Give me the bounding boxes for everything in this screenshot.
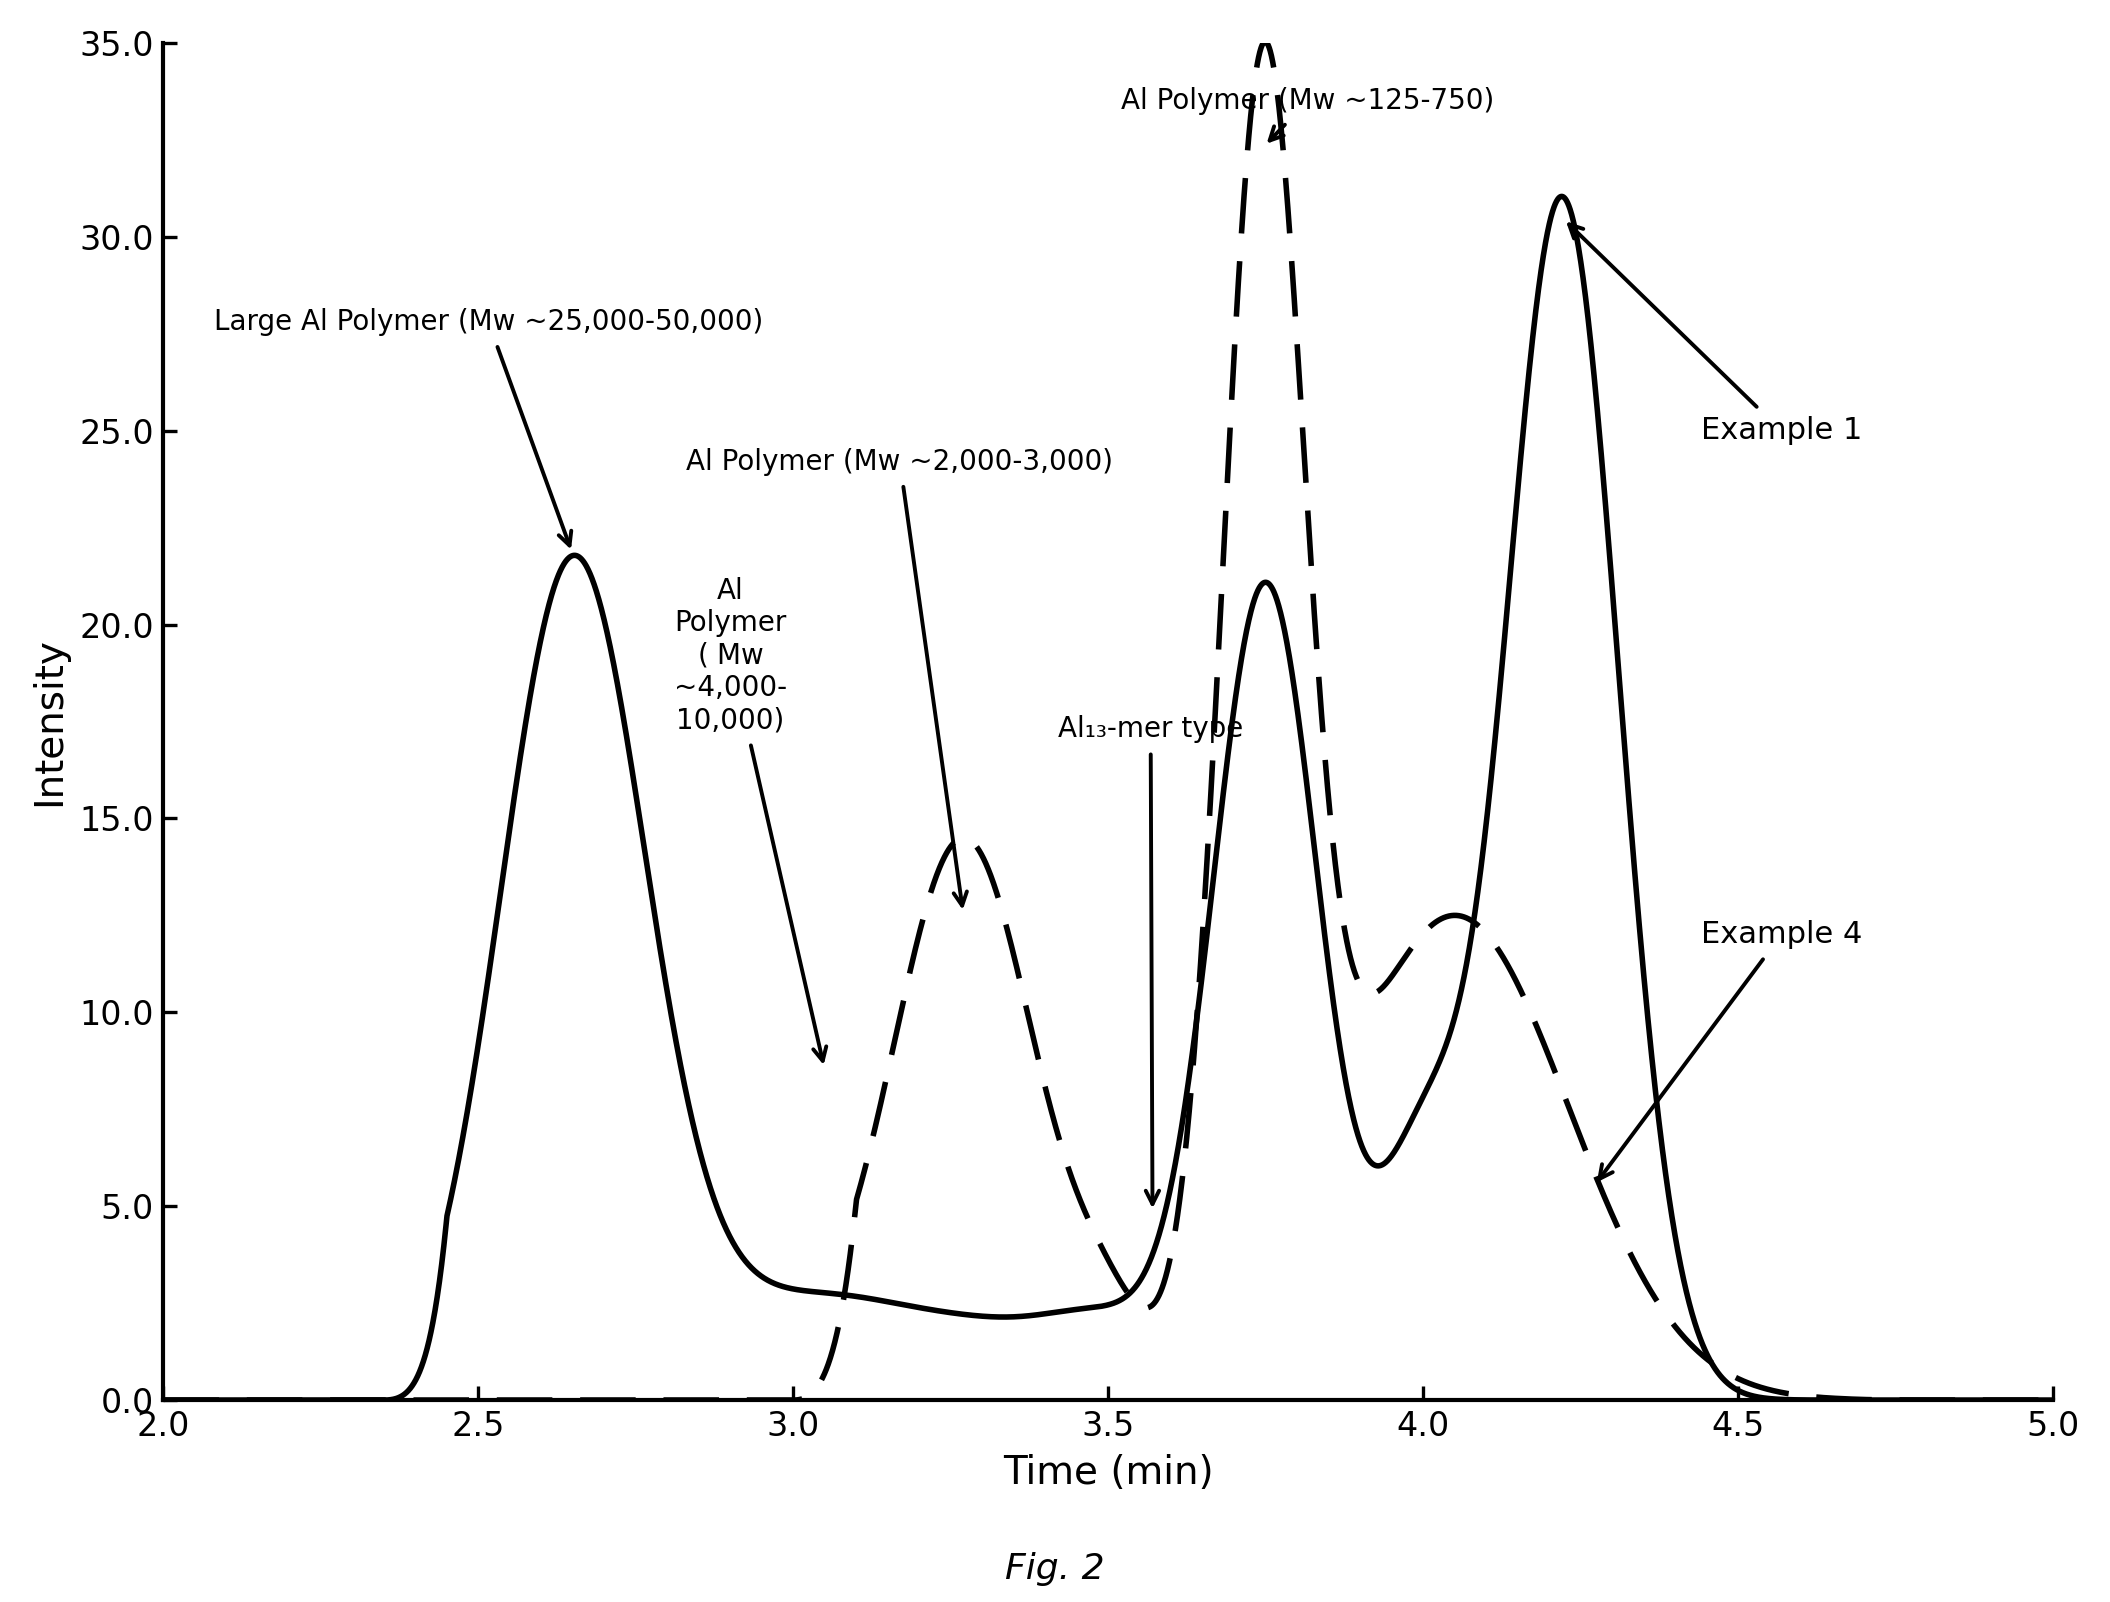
Text: Al Polymer (Mw ~125-750): Al Polymer (Mw ~125-750)	[1120, 87, 1494, 141]
Text: Fig. 2: Fig. 2	[1004, 1552, 1106, 1586]
X-axis label: Time (min): Time (min)	[1002, 1455, 1213, 1491]
Text: Large Al Polymer (Mw ~25,000-50,000): Large Al Polymer (Mw ~25,000-50,000)	[213, 308, 764, 546]
Text: Al₁₃-mer type: Al₁₃-mer type	[1057, 714, 1243, 1205]
Y-axis label: Intensity: Intensity	[30, 638, 68, 806]
Text: Al
Polymer
(  Mw
~4,000-
10,000): Al Polymer ( Mw ~4,000- 10,000)	[673, 577, 827, 1061]
Text: Example 1: Example 1	[1570, 224, 1861, 445]
Text: Example 4: Example 4	[1599, 920, 1861, 1179]
Text: Al Polymer (Mw ~2,000-3,000): Al Polymer (Mw ~2,000-3,000)	[686, 447, 1114, 905]
